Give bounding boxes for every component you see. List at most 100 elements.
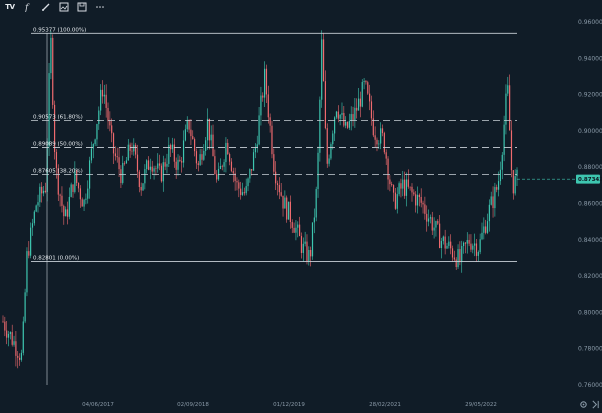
fibonacci-retracement[interactable]: 0.95377 (100.00%) 0.90573 (61.80%) 0.89089… [31, 27, 517, 385]
candle-body [359, 98, 362, 107]
candle-body [193, 139, 196, 152]
candle-body [72, 184, 74, 192]
candle-body [341, 112, 343, 115]
current-price-marker: 0.87342 [517, 174, 602, 184]
candle-body [291, 222, 293, 228]
candle-body [383, 133, 385, 153]
save-icon[interactable] [75, 0, 89, 14]
candle-body [52, 37, 54, 105]
candle-body [293, 227, 295, 233]
candle-body [462, 242, 465, 247]
candle-body [9, 332, 11, 334]
candle-body [381, 128, 384, 134]
snapshot-icon[interactable] [57, 0, 71, 14]
candle-body [330, 144, 332, 159]
candle-body [147, 160, 150, 170]
candle-body [280, 192, 282, 196]
candle-body [437, 221, 439, 224]
candle-body [494, 187, 496, 209]
candle-body [483, 226, 485, 233]
candle-body [365, 81, 367, 83]
candle-body [324, 81, 327, 129]
candle-body [439, 223, 441, 249]
candle-body [346, 121, 349, 128]
candle-body [146, 160, 148, 170]
candle-body [457, 249, 459, 267]
candle-body [238, 182, 240, 189]
candle-body [315, 189, 317, 218]
candle-body [230, 161, 233, 172]
candle-body [70, 184, 72, 197]
gear-icon[interactable] [578, 399, 588, 409]
price-tick-label: 0.92000 [578, 92, 602, 99]
candle-body [48, 73, 50, 147]
candle-body [492, 196, 494, 209]
candle-body [427, 218, 430, 222]
candle-body [203, 150, 205, 160]
candle-body [286, 197, 288, 220]
tradingview-logo[interactable]: TV [5, 3, 15, 11]
brush-icon[interactable] [39, 0, 53, 14]
candle-body [247, 178, 249, 187]
candle-body [486, 221, 489, 233]
candle-body [374, 135, 376, 140]
candle-body [343, 112, 345, 126]
candle-body [321, 39, 323, 100]
candle-body [420, 196, 422, 203]
candle-body [505, 93, 507, 125]
candle-body [367, 82, 369, 94]
candle-body [512, 170, 514, 194]
candle-body [92, 144, 94, 149]
candle-body [407, 179, 409, 187]
candle-body [370, 101, 373, 119]
candle-body [418, 194, 420, 197]
candle-body [334, 117, 336, 134]
price-tick-label: 0.88000 [578, 164, 602, 171]
candle-body [328, 158, 330, 164]
candle-body [295, 227, 297, 233]
candle-body [225, 142, 227, 163]
candle-body [144, 169, 146, 184]
candle-body [35, 205, 37, 212]
candle-body [302, 243, 304, 253]
candle-body [63, 205, 65, 217]
candle-body [499, 169, 502, 182]
candle-body [157, 163, 159, 169]
candle-body [55, 152, 58, 169]
candle-body [109, 121, 111, 126]
candle-body [61, 195, 63, 206]
candle-body [98, 110, 100, 125]
candle-body [96, 124, 98, 140]
time-tick-label: 28/02/2021 [369, 402, 401, 408]
candle-body [426, 213, 428, 222]
candle-body [369, 93, 371, 102]
candle-body [413, 192, 415, 195]
candle-body [264, 68, 266, 98]
candle-body [135, 144, 137, 155]
candle-body [190, 129, 192, 137]
candle-body [20, 352, 23, 360]
candle-body [337, 111, 339, 119]
time-tick-label: 04/06/2017 [82, 402, 114, 408]
panel-toggle-icon[interactable] [590, 399, 600, 409]
more-icon[interactable] [93, 0, 107, 14]
candle-body [170, 144, 172, 150]
candle-body [322, 39, 325, 82]
candle-body [188, 119, 190, 130]
candle-body [186, 119, 188, 130]
candle-body [195, 151, 198, 164]
candle-body [240, 188, 242, 195]
candle-body [6, 330, 8, 338]
candle-body [510, 130, 513, 171]
candle-body [131, 150, 133, 152]
candle-body [376, 139, 378, 145]
candle-body [345, 121, 347, 126]
candle-body [251, 169, 253, 171]
candle-body [260, 95, 262, 116]
candle-body [74, 170, 76, 192]
indicator-icon[interactable]: f [21, 0, 35, 14]
candle-body [444, 236, 446, 249]
candle-body [160, 165, 163, 182]
